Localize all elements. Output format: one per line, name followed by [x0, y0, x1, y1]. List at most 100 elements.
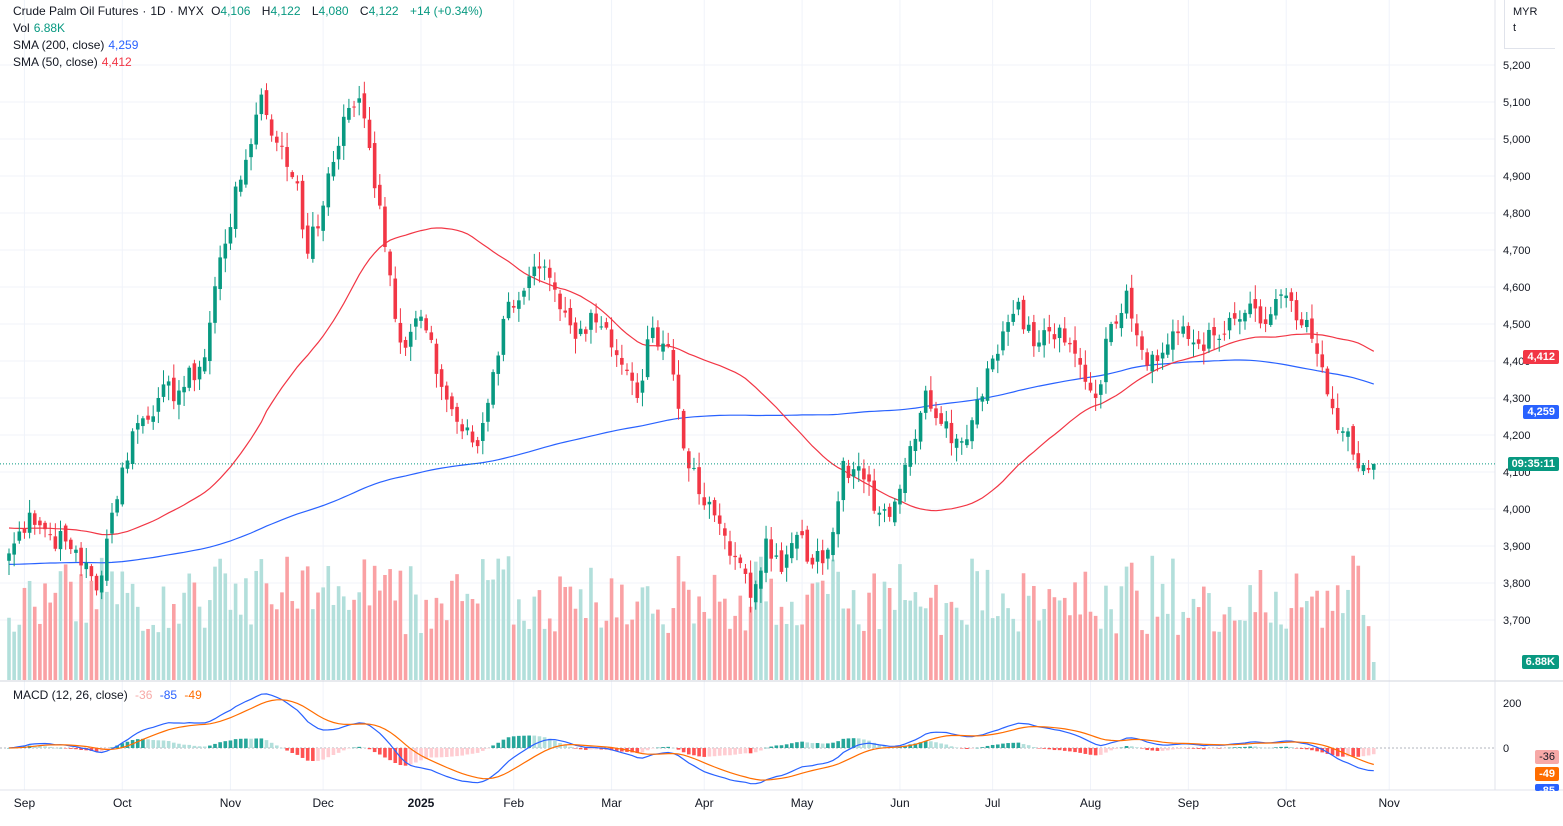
candle-body — [481, 423, 485, 441]
candle-body — [1016, 301, 1021, 310]
macd-histogram-bar — [166, 741, 171, 748]
candle-body — [264, 90, 269, 116]
candle-body — [836, 501, 840, 535]
macd-histogram-bar — [63, 748, 68, 749]
candle-body — [372, 143, 377, 189]
volume-bar — [249, 624, 253, 680]
volume-bar — [197, 606, 202, 680]
macd-histogram-bar — [738, 748, 743, 754]
volume-bar — [146, 628, 150, 680]
macd-legend[interactable]: MACD (12, 26, close) -36 -85 -49 — [13, 687, 206, 703]
volume-bar — [166, 627, 171, 680]
macd-histogram-bar — [790, 743, 794, 748]
volume-bar — [671, 608, 676, 680]
candle-body — [208, 322, 212, 362]
macd-histogram-bar — [439, 748, 444, 758]
symbol-name[interactable]: Crude Palm Oil Futures — [13, 4, 139, 18]
volume-bar — [872, 573, 876, 680]
volume-bar — [923, 608, 928, 680]
volume-bar — [1078, 614, 1082, 680]
macd-histogram-bar — [326, 748, 331, 758]
volume-bar — [269, 604, 274, 680]
volume-bar — [1238, 620, 1242, 680]
interval[interactable]: 1D — [150, 4, 166, 18]
volume-bar — [1289, 608, 1294, 680]
volume-bar — [1361, 614, 1366, 680]
candle-body — [177, 390, 181, 405]
candle-body — [316, 226, 320, 229]
macd-histogram-bar — [599, 748, 604, 750]
x-tick-label: 2025 — [408, 796, 435, 810]
sma200-line — [8, 359, 1374, 565]
volume-bar — [218, 558, 222, 680]
candle-body — [367, 119, 372, 148]
candle-body — [841, 460, 846, 501]
macd-label: MACD (12, 26, close) — [13, 688, 128, 702]
volume-bar — [1207, 593, 1211, 680]
macd-histogram-bar — [177, 743, 181, 748]
candle-body — [728, 541, 732, 556]
candle-body — [79, 547, 83, 566]
candle-body — [970, 420, 974, 442]
macd-histogram-bar — [7, 748, 11, 749]
macd-histogram-bar — [1016, 742, 1021, 748]
y-tick-label: 4,000 — [1503, 504, 1531, 516]
macd-histogram-bar — [1202, 748, 1206, 750]
macd-histogram-bar — [1366, 748, 1371, 756]
volume-bar — [1068, 615, 1072, 680]
candle-body — [1335, 407, 1340, 430]
macd-histogram-bar — [1361, 748, 1366, 757]
macd-histogram-bar — [965, 748, 969, 750]
volume-bar — [398, 570, 403, 680]
candle-body — [460, 424, 464, 432]
macd-histogram-bar — [264, 740, 269, 748]
macd-histogram-bar — [228, 740, 233, 748]
unit-label: t — [1513, 22, 1517, 34]
candle-body — [975, 399, 979, 425]
macd-histogram-bar — [1032, 747, 1036, 748]
volume-bar — [594, 602, 598, 680]
candle-body — [851, 469, 856, 477]
candle-body — [244, 159, 248, 185]
macd-histogram-bar — [1057, 748, 1062, 751]
macd-histogram-bar — [553, 740, 557, 748]
sma200-legend[interactable]: SMA (200, close) 4,259 — [13, 37, 142, 53]
candle-body — [120, 467, 125, 505]
candle-body — [135, 423, 140, 430]
candle-body — [511, 305, 516, 308]
volume-bar — [1016, 631, 1021, 680]
macd-histogram-bar — [1299, 748, 1304, 749]
macd-histogram-bar — [218, 742, 222, 748]
candle-body — [254, 114, 258, 145]
sma50-legend[interactable]: SMA (50, close) 4,412 — [13, 54, 136, 70]
currency-unit-selector[interactable]: MYR t — [1504, 0, 1555, 49]
macd-histogram-bar — [1238, 747, 1242, 748]
macd-histogram-bar — [156, 740, 161, 748]
volume-bar — [321, 587, 325, 680]
macd-histogram-bar — [1021, 744, 1026, 748]
volume-bar — [640, 587, 645, 680]
volume-bar — [620, 584, 624, 680]
candle-body — [280, 145, 284, 147]
candle-body — [929, 390, 933, 409]
x-tick-label: Nov — [1379, 796, 1400, 810]
volume-bar — [408, 566, 413, 680]
macd-histogram-bar — [630, 748, 634, 753]
candle-body — [455, 406, 459, 422]
volume-bar — [300, 570, 305, 680]
close-value: C4,122 — [359, 4, 399, 18]
x-tick-label: Oct — [113, 796, 132, 810]
macd-histogram-bar — [481, 748, 485, 751]
volume-bar — [475, 603, 480, 680]
candle-body — [388, 251, 392, 276]
volume-legend[interactable]: Vol 6.88K — [13, 20, 69, 36]
macd-histogram-bar — [542, 737, 547, 748]
candle-body — [130, 431, 135, 465]
macd-histogram-bar — [640, 748, 645, 753]
candle-body — [527, 276, 531, 289]
candle-body — [259, 94, 264, 115]
volume-bar — [32, 606, 37, 680]
macd-histogram-bar — [872, 742, 876, 748]
candle-body — [1093, 393, 1098, 398]
